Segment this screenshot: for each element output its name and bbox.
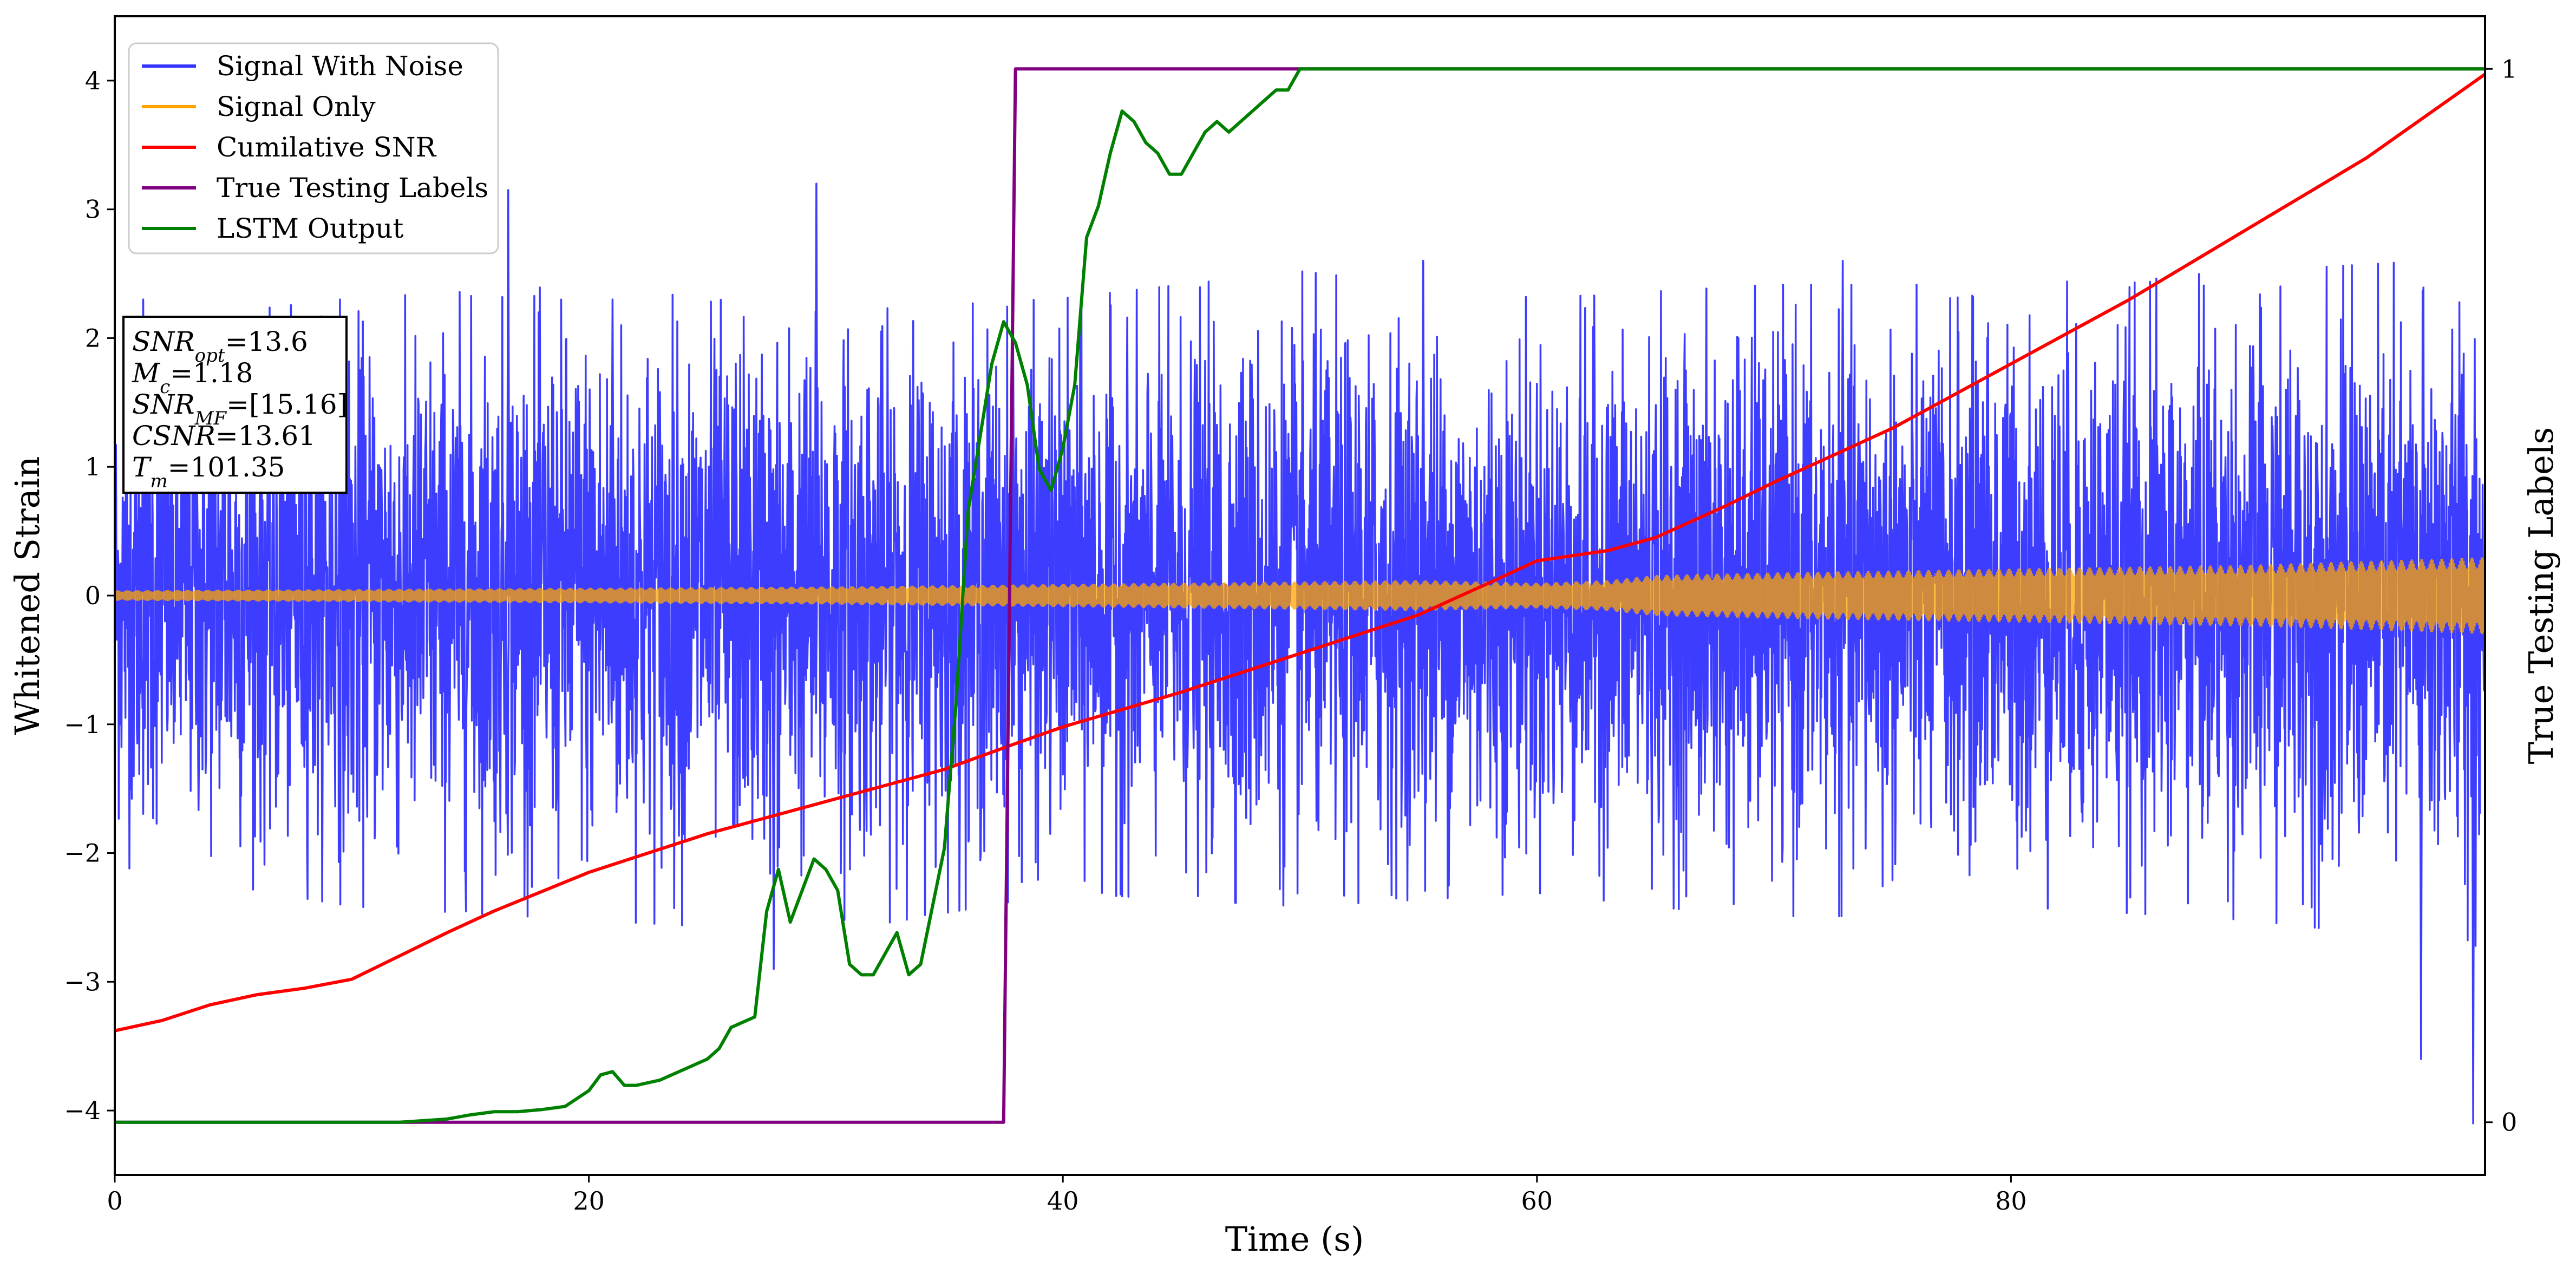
legend-box [128, 42, 499, 254]
y-tick-label: 0 [85, 581, 101, 610]
info-line-snr-mf: SNRMF=[15.16] [132, 389, 348, 429]
y2-tick-label: 0 [2501, 1108, 2517, 1137]
legend-label-lstm-output: LSTM Output [217, 213, 403, 244]
y-tick-label: −2 [64, 839, 101, 868]
series-signal-only [115, 557, 2485, 635]
y-tick-label: 1 [85, 452, 101, 481]
y-tick-label: −3 [64, 967, 101, 996]
y-tick-label: 3 [85, 195, 101, 224]
x-tick-label: 60 [1521, 1186, 1553, 1216]
legend: Signal With Noise Signal Only Cumilative S… [128, 42, 499, 254]
y-tick-label: 4 [85, 66, 101, 95]
info-line-snr-opt: SNRopt=13.6 [132, 326, 308, 367]
y-tick-label: −4 [64, 1096, 101, 1125]
legend-label-true-testing-labels: True Testing Labels [217, 172, 488, 204]
legend-label-cumilative-snr: Cumilative SNR [217, 132, 436, 163]
y-tick-label: 2 [85, 323, 101, 352]
x-tick-label: 40 [1047, 1186, 1079, 1216]
info-line-m-c: Mc=1.18 [132, 357, 253, 398]
info-box: SNRopt=13.6Mc=1.18SNRMF=[15.16]CSNR=13.6… [122, 316, 348, 494]
legend-label-signal-with-noise: Signal With Noise [217, 50, 463, 82]
x-tick-label: 80 [1995, 1186, 2027, 1216]
x-axis-title: Time (s) [1225, 1219, 1364, 1259]
x-tick-label: 0 [107, 1186, 122, 1216]
series-cumilative-snr [115, 73, 2485, 1033]
y-tick-label: −1 [64, 710, 101, 739]
x-tick-label: 20 [573, 1186, 605, 1216]
info-line-t-m: Tm=101.35 [132, 452, 285, 492]
y-axis-title: Whitened Strain [8, 456, 47, 735]
series-layer [115, 67, 2485, 1125]
legend-label-signal-only: Signal Only [217, 91, 376, 122]
info-line-csnr: CSNR=13.61 [132, 420, 316, 452]
y2-tick-label: 1 [2501, 54, 2517, 83]
series-lstm-output [115, 67, 2485, 1124]
y2-axis-title: True Testing Labels [2521, 427, 2561, 765]
info-box-frame [122, 316, 348, 494]
